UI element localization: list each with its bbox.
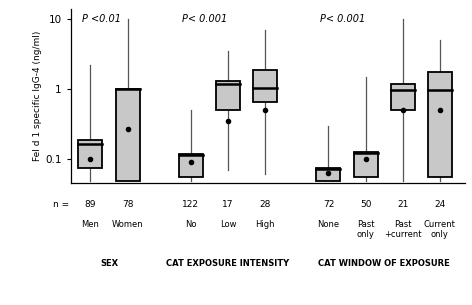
Text: Current
only: Current only [424,220,456,239]
Bar [354,152,378,177]
Bar [316,167,340,181]
Bar [253,70,277,102]
Text: 72: 72 [323,200,334,210]
Text: 24: 24 [434,200,446,210]
Text: Low: Low [220,220,236,228]
Text: 17: 17 [222,200,234,210]
Text: Women: Women [112,220,143,228]
Bar [216,81,240,110]
Text: CAT EXPOSURE INTENSITY: CAT EXPOSURE INTENSITY [167,260,290,268]
Text: 89: 89 [84,200,96,210]
Text: 50: 50 [360,200,371,210]
Text: Past
only: Past only [357,220,374,239]
Text: 28: 28 [260,200,271,210]
Text: P <0.01: P <0.01 [82,14,121,24]
Y-axis label: Fel d 1 specific IgG-4 (ng/ml): Fel d 1 specific IgG-4 (ng/ml) [34,31,42,161]
Text: Past
+current: Past +current [384,220,421,239]
Bar [391,84,415,110]
Text: SEX: SEX [100,260,118,268]
Text: Men: Men [82,220,100,228]
Bar [428,72,452,177]
Text: 21: 21 [397,200,408,210]
Text: 78: 78 [122,200,133,210]
Text: CAT WINDOW OF EXPOSURE: CAT WINDOW OF EXPOSURE [318,260,450,268]
Text: P< 0.001: P< 0.001 [182,14,228,24]
Text: High: High [255,220,275,228]
Bar [179,154,203,177]
Text: No: No [185,220,197,228]
Text: 122: 122 [182,200,199,210]
Text: n =: n = [53,200,69,210]
Bar [78,140,102,168]
Bar [116,89,140,181]
Text: None: None [317,220,339,228]
Text: P< 0.001: P< 0.001 [320,14,365,24]
